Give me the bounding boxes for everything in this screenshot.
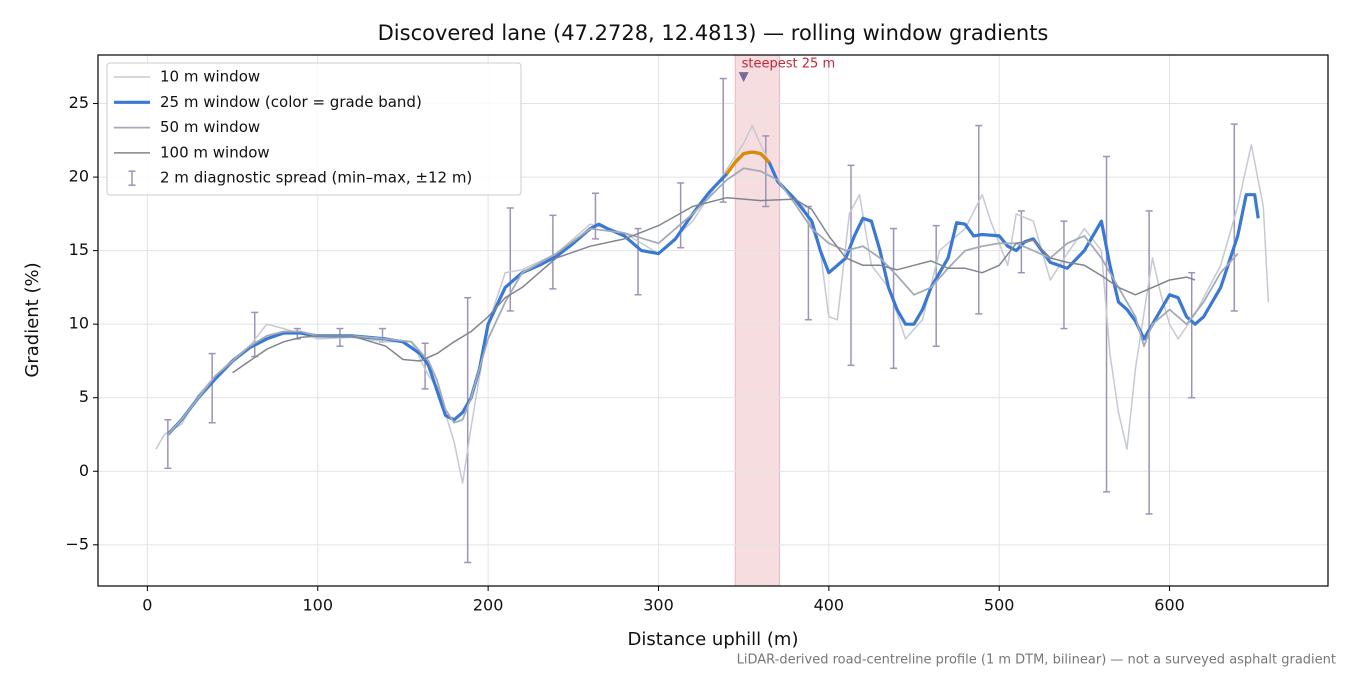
legend-label: 50 m window [160, 118, 260, 136]
error-bar [677, 182, 685, 249]
chart-title: Discovered lane (47.2728, 12.4813) — rol… [378, 21, 1049, 45]
y-axis-label: Gradient (%) [22, 262, 43, 377]
error-bar [464, 296, 472, 564]
error-bar [208, 352, 216, 424]
plot-frame [97, 54, 1329, 587]
error-bar [932, 224, 940, 347]
y-tick-label: −5 [65, 534, 89, 553]
error-bar [1145, 210, 1153, 515]
error-bar [762, 135, 770, 208]
legend-label: 100 m window [160, 143, 270, 161]
annotation-marker [738, 72, 749, 83]
x-tick-label: 400 [814, 596, 845, 615]
y-tick-label: 25 [69, 93, 89, 112]
y-tick-label: 15 [69, 240, 89, 259]
error-bar [847, 164, 855, 367]
legend-label: 10 m window [160, 68, 260, 86]
y-tick-label: 20 [69, 167, 89, 186]
x-tick-label: 200 [473, 596, 504, 615]
x-tick-label: 600 [1154, 596, 1185, 615]
x-tick-label: 0 [142, 596, 152, 615]
error-bar [1188, 271, 1196, 399]
annotation-text: steepest 25 m [742, 57, 835, 72]
legend: 10 m window 25 m window (color = grade ba… [106, 62, 522, 196]
series-line [167, 167, 1239, 436]
legend-box [106, 62, 522, 196]
x-tick-label: 100 [302, 596, 333, 615]
error-bar [634, 227, 642, 296]
error-bar [591, 192, 599, 240]
x-axis-label: Distance uphill (m) [628, 629, 799, 650]
y-tick-label: 5 [79, 387, 89, 406]
x-tick-label: 500 [984, 596, 1015, 615]
error-bar [251, 311, 259, 358]
grade-band-line [725, 150, 771, 176]
highlight-span [734, 54, 780, 587]
series-line [232, 196, 1196, 374]
x-tick-label: 300 [643, 596, 674, 615]
footnote: LiDAR-derived road-centreline profile (1… [737, 653, 1336, 668]
error-bar [719, 77, 727, 203]
error-bar [975, 124, 983, 315]
y-tick-label: 10 [69, 314, 89, 333]
error-bar [1060, 220, 1068, 330]
error-bar [1103, 155, 1111, 493]
error-bar [164, 419, 172, 470]
error-bar [421, 342, 429, 390]
y-tick-label: 0 [79, 461, 89, 480]
legend-label: 25 m window (color = grade band) [160, 93, 422, 111]
series-line [155, 124, 1270, 484]
legend-label: 2 m diagnostic spread (min–max, ±12 m) [160, 169, 472, 187]
error-bar [549, 214, 557, 290]
